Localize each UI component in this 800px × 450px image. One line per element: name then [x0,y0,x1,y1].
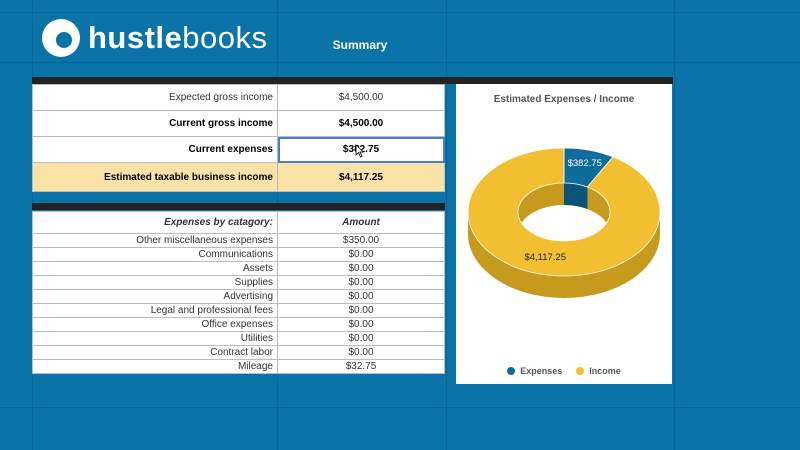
table-row: Supplies $0.00 [32,275,445,290]
expense-label[interactable]: Communications [32,247,278,262]
expense-value[interactable]: $0.00 [277,275,445,290]
legend-swatch-expenses [507,367,516,375]
donut-side-income [468,212,660,298]
donut-chart: $382.75 $4,117.25 [467,147,661,298]
expense-value[interactable]: $0.00 [277,331,445,346]
summary-value[interactable]: $4,500.00 [277,110,445,137]
expenses-header-value[interactable]: Amount [277,211,445,234]
expense-label[interactable]: Mileage [32,359,278,374]
mouse-cursor-icon [355,144,365,158]
logo-text-bold: hustle [88,20,183,55]
expense-label[interactable]: Contract labor [32,345,278,360]
expenses-header-row: Expenses by catagory: Amount [32,211,445,234]
chart-title: Estimated Expenses / Income [493,94,635,105]
summary-row: Current expenses $382.75 [32,136,445,163]
table-row: Communications $0.00 [32,247,445,262]
summary-row: Current gross income $4,500.00 [32,110,445,137]
expense-value[interactable]: $0.00 [277,345,445,360]
summary-label[interactable]: Current gross income [32,110,278,137]
expense-label[interactable]: Supplies [32,275,278,290]
summary-label[interactable]: Expected gross income [32,84,278,111]
expense-value[interactable]: $0.00 [277,261,445,276]
sheet-title: Summary [332,38,388,52]
legend-label-expenses: Expenses [520,366,563,376]
expense-label[interactable]: Utilities [32,331,278,346]
table-row: Office expenses $0.00 [32,317,445,332]
table-row: Assets $0.00 [32,261,445,276]
hustlebooks-logo: hustlebooks [42,16,268,60]
table-row: Other miscellaneous expenses $350.00 [32,233,445,248]
expenses-table: Expenses by catagory: Amount Other misce… [32,211,445,374]
expenses-divider-bar [32,203,445,210]
table-row: Advertising $0.00 [32,289,445,304]
legend-label-income: Income [589,366,621,376]
expense-value[interactable]: $0.00 [277,247,445,262]
donut-slice-income [467,147,661,277]
summary-row: Expected gross income $4,500.00 [32,84,445,111]
table-row: Contract labor $0.00 [32,345,445,360]
table-row: Legal and professional fees $0.00 [32,303,445,318]
expense-label[interactable]: Assets [32,261,278,276]
summary-label[interactable]: Estimated taxable business income [32,162,278,192]
expense-value[interactable]: $0.00 [277,303,445,318]
table-row: Utilities $0.00 [32,331,445,346]
chart-panel[interactable]: Estimated Expenses / Income $382.75 $4,11… [456,84,672,384]
expense-label[interactable]: Other miscellaneous expenses [32,233,278,248]
expense-label[interactable]: Advertising [32,289,278,304]
donut-inner-wall-expenses [564,183,588,210]
expense-label[interactable]: Office expenses [32,317,278,332]
data-label-expenses: $382.75 [568,158,602,169]
table-row: Mileage $32.75 [32,359,445,374]
summary-label[interactable]: Current expenses [32,136,278,163]
logo-text-light: books [182,20,268,55]
data-label-income: $4,117.25 [524,252,566,263]
expense-value[interactable]: $350.00 [277,233,445,248]
expense-value[interactable]: $0.00 [277,317,445,332]
summary-row-highlighted: Estimated taxable business income $4,117… [32,162,445,192]
expense-value[interactable]: $0.00 [277,289,445,304]
legend-item-expenses: Expenses [507,366,562,376]
expenses-header-label[interactable]: Expenses by catagory: [32,211,278,234]
header-divider-bar [32,77,673,84]
legend-item-income: Income [576,366,621,376]
logo-mark-icon [42,19,80,57]
expense-value[interactable]: $32.75 [277,359,445,374]
expense-label[interactable]: Legal and professional fees [32,303,278,318]
summary-value[interactable]: $4,500.00 [277,84,445,111]
summary-table: Expected gross income $4,500.00 Current … [32,84,445,192]
chart-legend: Expenses Income [456,366,672,376]
summary-value[interactable]: $4,117.25 [277,162,445,192]
legend-swatch-income [576,367,585,375]
